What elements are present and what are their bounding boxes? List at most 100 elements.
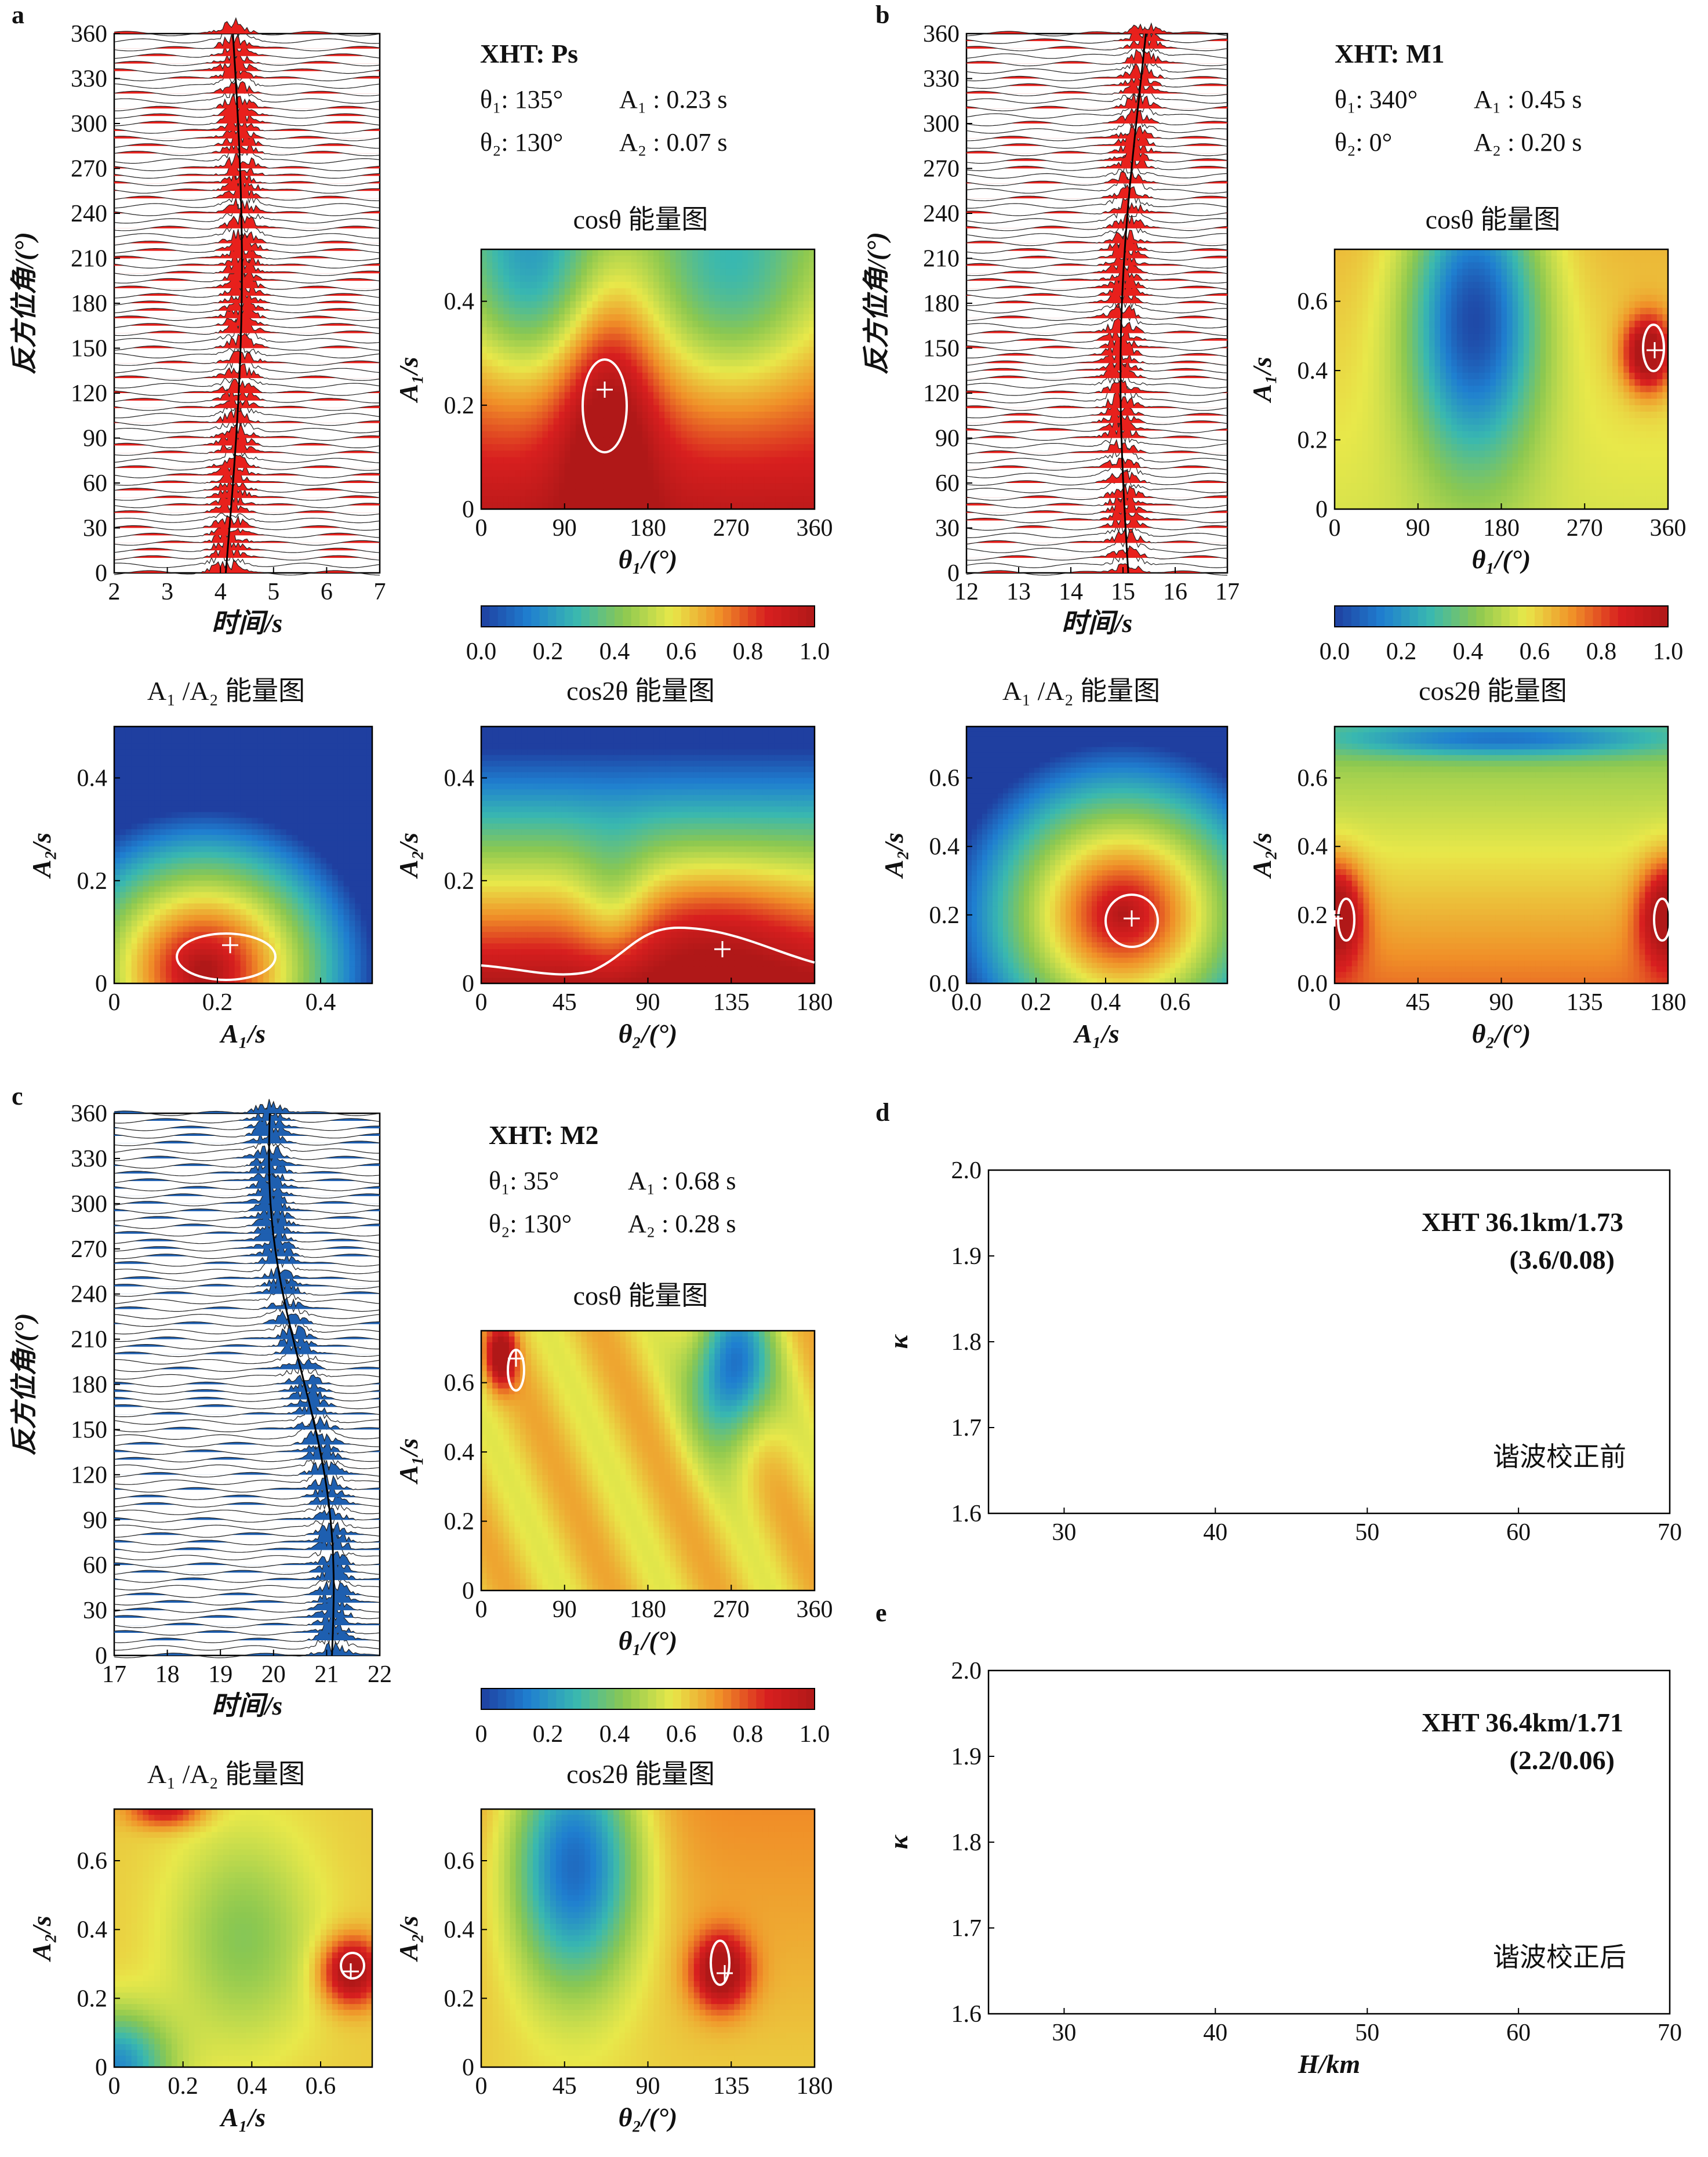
heat-cell [675, 444, 682, 451]
heat-cell [637, 353, 643, 360]
heat-cell [703, 489, 710, 497]
heat-cell [131, 852, 138, 859]
heat-cell [497, 314, 504, 321]
heat-cell [212, 852, 218, 859]
heat-cell [337, 840, 344, 847]
heat-cell [349, 960, 355, 967]
heat-cell [286, 954, 293, 961]
heat-cell [631, 477, 637, 484]
heat-cell [648, 463, 654, 471]
heat-cell [742, 470, 748, 477]
heat-cell [332, 778, 339, 785]
heat-cell [781, 372, 787, 380]
heat-cell [119, 749, 126, 756]
heat-cell [280, 749, 287, 756]
heat-cell [303, 966, 310, 972]
heat-cell [252, 978, 258, 984]
heat-cell [642, 489, 649, 497]
heat-cell [309, 812, 315, 819]
heat-cell [355, 858, 361, 864]
heat-cell [697, 418, 704, 425]
heat-cell [349, 795, 355, 801]
heat-cell [764, 431, 771, 438]
heat-cell [297, 823, 304, 830]
heat-cell [559, 418, 565, 425]
heat-cell [349, 869, 355, 876]
heat-cell [309, 949, 315, 956]
heat-cell [703, 262, 710, 270]
heat-cell [768, 738, 775, 745]
heat-cell [137, 766, 144, 773]
heat-cell [809, 496, 815, 503]
heat-cell [200, 920, 206, 927]
heat-cell [246, 903, 252, 910]
heat-cell [592, 405, 598, 412]
heat-cell [775, 379, 782, 386]
heat-cell [492, 727, 499, 733]
heat-cell [525, 502, 532, 510]
heat-cell [274, 966, 281, 972]
heat-cell [119, 772, 126, 779]
panel-letter: a [12, 1, 24, 29]
heat-cell [154, 978, 161, 984]
heat-cell [286, 892, 293, 898]
heat-cell [292, 960, 299, 967]
heat-cell [309, 846, 315, 853]
heat-cell [309, 778, 315, 785]
heat-cell [257, 840, 264, 847]
heat-cell [309, 966, 315, 972]
heat-cell [309, 874, 315, 881]
heat-cell [343, 835, 350, 841]
heat-cell [486, 451, 493, 457]
heat-cell [212, 858, 218, 864]
heat-cell [598, 366, 604, 373]
heat-cell [177, 727, 184, 733]
heat-cell [731, 398, 737, 406]
heat-cell [697, 314, 704, 321]
heat-cell [326, 874, 333, 881]
heat-cell [809, 333, 815, 341]
heat-cell [520, 333, 526, 341]
heat-cell [764, 327, 771, 335]
heat-cell [206, 835, 212, 841]
heat-cell [564, 353, 570, 360]
heat-cell [620, 398, 626, 406]
y-tick-label: 360 [71, 21, 107, 48]
heat-cell [286, 823, 293, 830]
heat-cell [343, 960, 350, 967]
heat-cell [143, 778, 149, 785]
heat-cell [252, 960, 258, 967]
heat-cell [648, 314, 654, 321]
heat-cell [531, 307, 537, 315]
heat-cell [297, 812, 304, 819]
heat-cell [240, 835, 247, 841]
heat-cell [166, 772, 172, 779]
heat-cell [326, 795, 333, 801]
heat-cell [525, 398, 532, 406]
heat-cell [332, 852, 339, 859]
heat-cell [631, 262, 637, 270]
heat-cell [252, 738, 258, 745]
heat-cell [332, 795, 339, 801]
heat-cell [497, 451, 504, 457]
heat-cell [177, 960, 184, 967]
heat-cell [303, 783, 310, 790]
heat-cell [137, 732, 144, 739]
heat-cell [770, 386, 776, 393]
heat-cell [559, 412, 565, 419]
heat-cell [269, 858, 275, 864]
heat-cell [703, 477, 710, 484]
heat-cell [166, 732, 172, 739]
heat-cell [531, 451, 537, 457]
heat-cell [315, 743, 321, 750]
heat-cell [280, 783, 287, 790]
heat-cell [166, 823, 172, 830]
heat-cell [615, 418, 621, 425]
heat-cell [714, 307, 721, 315]
heat-cell [803, 392, 810, 400]
heat-cell [536, 418, 543, 425]
heat-cell [292, 761, 299, 767]
heat-cell [508, 353, 515, 360]
heat-cell [246, 852, 252, 859]
heat-cell [119, 858, 126, 864]
